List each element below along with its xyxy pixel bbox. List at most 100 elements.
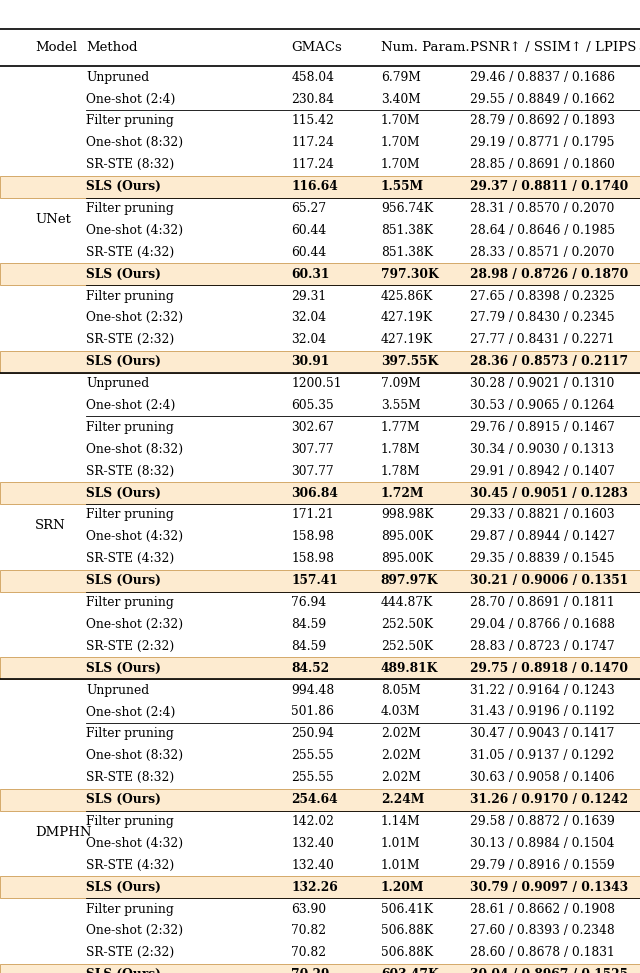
Text: 605.35: 605.35 [291, 399, 334, 412]
Text: 30.53 / 0.9065 / 0.1264: 30.53 / 0.9065 / 0.1264 [470, 399, 615, 412]
Text: 1.55M: 1.55M [381, 180, 424, 193]
Text: 63.90: 63.90 [291, 903, 326, 916]
Text: One-shot (2:4): One-shot (2:4) [86, 399, 176, 412]
Text: 30.13 / 0.8984 / 0.1504: 30.13 / 0.8984 / 0.1504 [470, 837, 615, 849]
Text: One-shot (8:32): One-shot (8:32) [86, 136, 184, 149]
Text: SRN: SRN [35, 520, 66, 532]
Text: One-shot (2:32): One-shot (2:32) [86, 311, 184, 324]
Text: 397.55K: 397.55K [381, 355, 438, 368]
Text: 230.84: 230.84 [291, 92, 334, 105]
Text: 252.50K: 252.50K [381, 618, 433, 631]
Bar [0, 482, 640, 504]
Text: 255.55: 255.55 [291, 772, 334, 784]
Bar [0, 876, 640, 898]
Text: Filter pruning: Filter pruning [86, 815, 174, 828]
Text: 2.02M: 2.02M [381, 772, 420, 784]
Text: 31.43 / 0.9196 / 0.1192: 31.43 / 0.9196 / 0.1192 [470, 705, 615, 718]
Text: Method: Method [86, 41, 138, 54]
Text: SLS (Ours): SLS (Ours) [86, 355, 161, 368]
Text: 897.97K: 897.97K [381, 574, 438, 587]
Text: SLS (Ours): SLS (Ours) [86, 486, 161, 499]
Text: SR-STE (8:32): SR-STE (8:32) [86, 159, 175, 171]
Text: 28.64 / 0.8646 / 0.1985: 28.64 / 0.8646 / 0.1985 [470, 224, 616, 236]
Text: SR-STE (2:32): SR-STE (2:32) [86, 640, 175, 653]
Text: One-shot (2:4): One-shot (2:4) [86, 92, 176, 105]
Text: 2.02M: 2.02M [381, 749, 420, 762]
Text: 29.35 / 0.8839 / 0.1545: 29.35 / 0.8839 / 0.1545 [470, 553, 615, 565]
Text: 28.36 / 0.8573 / 0.2117: 28.36 / 0.8573 / 0.2117 [470, 355, 628, 368]
Text: 307.77: 307.77 [291, 443, 334, 455]
Text: SR-STE (2:32): SR-STE (2:32) [86, 947, 175, 959]
Text: 302.67: 302.67 [291, 421, 334, 434]
Text: 65.27: 65.27 [291, 202, 326, 215]
Text: 1.01M: 1.01M [381, 837, 420, 849]
Text: 84.59: 84.59 [291, 618, 326, 631]
Text: 30.79 / 0.9097 / 0.1343: 30.79 / 0.9097 / 0.1343 [470, 881, 628, 893]
Bar [0, 788, 640, 811]
Text: 506.88K: 506.88K [381, 924, 433, 937]
Text: 70.29: 70.29 [291, 968, 330, 973]
Text: 1.70M: 1.70M [381, 136, 420, 149]
Text: 1.72M: 1.72M [381, 486, 424, 499]
Text: DMPHN: DMPHN [35, 826, 92, 839]
Text: 252.50K: 252.50K [381, 640, 433, 653]
Text: 70.82: 70.82 [291, 947, 326, 959]
Text: 29.58 / 0.8872 / 0.1639: 29.58 / 0.8872 / 0.1639 [470, 815, 615, 828]
Text: 255.55: 255.55 [291, 749, 334, 762]
Text: 254.64: 254.64 [291, 793, 338, 806]
Bar [0, 657, 640, 679]
Text: SLS (Ours): SLS (Ours) [86, 968, 161, 973]
Text: 30.28 / 0.9021 / 0.1310: 30.28 / 0.9021 / 0.1310 [470, 378, 615, 390]
Text: Unpruned: Unpruned [86, 684, 150, 697]
Text: SR-STE (8:32): SR-STE (8:32) [86, 772, 175, 784]
Text: 31.05 / 0.9137 / 0.1292: 31.05 / 0.9137 / 0.1292 [470, 749, 615, 762]
Text: Filter pruning: Filter pruning [86, 290, 174, 303]
Text: 30.21 / 0.9006 / 0.1351: 30.21 / 0.9006 / 0.1351 [470, 574, 628, 587]
Text: 29.76 / 0.8915 / 0.1467: 29.76 / 0.8915 / 0.1467 [470, 421, 615, 434]
Text: 1.70M: 1.70M [381, 159, 420, 171]
Text: 8.05M: 8.05M [381, 684, 420, 697]
Text: One-shot (2:32): One-shot (2:32) [86, 924, 184, 937]
Text: 27.65 / 0.8398 / 0.2325: 27.65 / 0.8398 / 0.2325 [470, 290, 615, 303]
Text: 1.20M: 1.20M [381, 881, 424, 893]
Text: 32.04: 32.04 [291, 334, 326, 346]
Text: 3.40M: 3.40M [381, 92, 420, 105]
Text: One-shot (2:4): One-shot (2:4) [86, 705, 176, 718]
Text: 851.38K: 851.38K [381, 246, 433, 259]
Text: SLS (Ours): SLS (Ours) [86, 180, 161, 193]
Text: 28.31 / 0.8570 / 0.2070: 28.31 / 0.8570 / 0.2070 [470, 202, 615, 215]
Text: Filter pruning: Filter pruning [86, 728, 174, 740]
Text: 76.94: 76.94 [291, 596, 326, 609]
Text: 427.19K: 427.19K [381, 311, 433, 324]
Text: 603.47K: 603.47K [381, 968, 438, 973]
Text: 3.55M: 3.55M [381, 399, 420, 412]
Text: 1.01M: 1.01M [381, 859, 420, 872]
Text: 306.84: 306.84 [291, 486, 338, 499]
Text: 157.41: 157.41 [291, 574, 338, 587]
Bar [0, 569, 640, 592]
Bar [0, 175, 640, 198]
Text: 117.24: 117.24 [291, 136, 334, 149]
Text: 60.44: 60.44 [291, 224, 326, 236]
Text: 28.61 / 0.8662 / 0.1908: 28.61 / 0.8662 / 0.1908 [470, 903, 616, 916]
Text: 29.87 / 0.8944 / 0.1427: 29.87 / 0.8944 / 0.1427 [470, 530, 616, 543]
Text: 501.86: 501.86 [291, 705, 334, 718]
Text: 28.60 / 0.8678 / 0.1831: 28.60 / 0.8678 / 0.1831 [470, 947, 615, 959]
Text: One-shot (4:32): One-shot (4:32) [86, 224, 184, 236]
Text: 27.77 / 0.8431 / 0.2271: 27.77 / 0.8431 / 0.2271 [470, 334, 615, 346]
Text: 998.98K: 998.98K [381, 509, 433, 522]
Text: One-shot (8:32): One-shot (8:32) [86, 443, 184, 455]
Text: 28.98 / 0.8726 / 0.1870: 28.98 / 0.8726 / 0.1870 [470, 268, 628, 280]
Text: SR-STE (4:32): SR-STE (4:32) [86, 859, 175, 872]
Text: 2.24M: 2.24M [381, 793, 424, 806]
Text: 29.46 / 0.8837 / 0.1686: 29.46 / 0.8837 / 0.1686 [470, 71, 616, 84]
Text: 29.37 / 0.8811 / 0.1740: 29.37 / 0.8811 / 0.1740 [470, 180, 628, 193]
Text: 28.85 / 0.8691 / 0.1860: 28.85 / 0.8691 / 0.1860 [470, 159, 615, 171]
Text: 132.26: 132.26 [291, 881, 338, 893]
Text: 797.30K: 797.30K [381, 268, 438, 280]
Text: Filter pruning: Filter pruning [86, 421, 174, 434]
Text: 116.64: 116.64 [291, 180, 338, 193]
Text: 29.79 / 0.8916 / 0.1559: 29.79 / 0.8916 / 0.1559 [470, 859, 615, 872]
Text: 29.04 / 0.8766 / 0.1688: 29.04 / 0.8766 / 0.1688 [470, 618, 616, 631]
Text: SR-STE (4:32): SR-STE (4:32) [86, 553, 175, 565]
